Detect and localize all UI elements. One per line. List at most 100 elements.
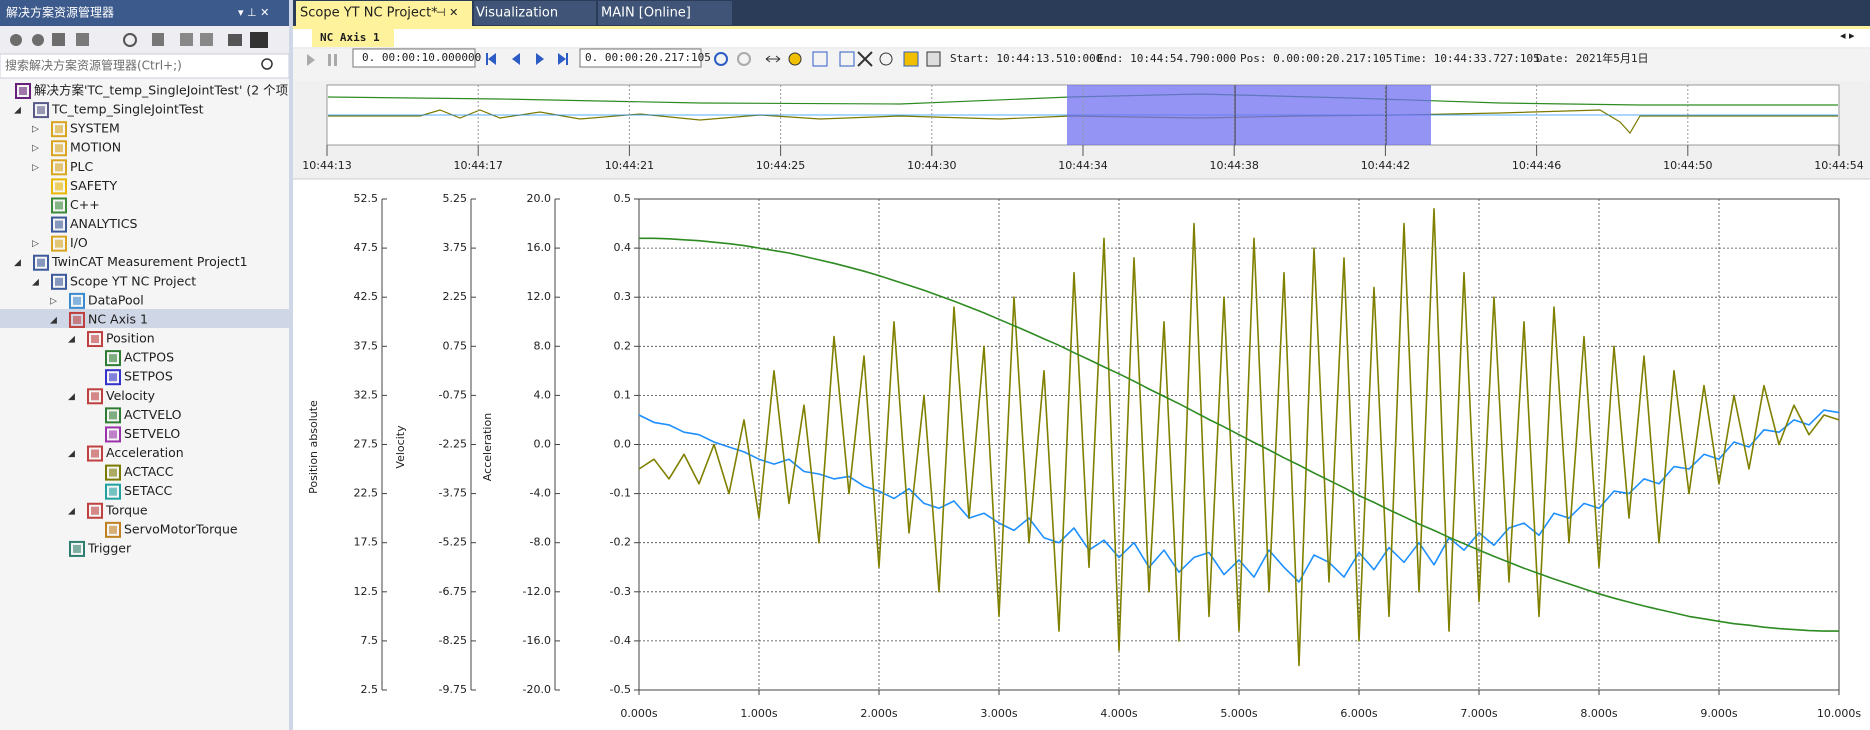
tree-item[interactable]: TC_temp_SingleJointTest: [51, 102, 204, 117]
tree-item[interactable]: Torque: [105, 502, 148, 517]
tree-item[interactable]: Scope YT NC Project: [70, 273, 196, 288]
tree-icon-fill: [109, 525, 117, 534]
tree-icon-fill: [19, 87, 27, 95]
tree-item[interactable]: ServoMotorTorque: [124, 521, 238, 536]
panel-buttons[interactable]: ▾ ⊥ ✕: [238, 6, 269, 19]
y-tick-label: 20.0: [527, 192, 552, 205]
y-tick-label: 32.5: [354, 388, 379, 401]
pos-time: Pos: 0.00:00:20.217:105: [1240, 52, 1392, 65]
y-tick-label: 27.5: [354, 438, 379, 451]
expand-arrow[interactable]: ◢: [68, 335, 75, 345]
tab[interactable]: [474, 1, 596, 25]
x-tick-label: 7.000s: [1460, 707, 1497, 720]
expand-arrow[interactable]: ◢: [68, 392, 75, 402]
tree-item[interactable]: PLC: [70, 159, 94, 174]
expand-arrow[interactable]: ◢: [68, 449, 75, 459]
tree-item[interactable]: Trigger: [87, 540, 132, 555]
tree-item[interactable]: ACTACC: [124, 464, 174, 479]
tree-item[interactable]: SETVELO: [124, 426, 180, 441]
tree-item[interactable]: SAFETY: [70, 178, 117, 193]
tree-icon: [51, 273, 67, 290]
explorer-toolbar-icons[interactable]: [10, 32, 268, 48]
tree-icon: [105, 369, 121, 386]
expand-arrow[interactable]: ◢: [14, 106, 21, 116]
tree-icon: [69, 311, 85, 328]
tab-active[interactable]: [296, 1, 472, 26]
expand-arrow[interactable]: ◢: [50, 315, 57, 325]
overview-label: 10:44:42: [1361, 159, 1410, 172]
y-tick-label: -0.5: [610, 683, 631, 696]
overview-selection[interactable]: [1067, 85, 1431, 145]
expand-arrow[interactable]: ▷: [32, 239, 39, 249]
tree-item[interactable]: ACTVELO: [124, 407, 182, 422]
y-tick-label: 42.5: [354, 290, 379, 303]
tree-item[interactable]: MOTION: [70, 140, 121, 155]
end-time: End: 10:44:54.790:000: [1097, 52, 1236, 65]
tree-icon: [51, 121, 67, 138]
search-box[interactable]: [0, 53, 290, 79]
expand-arrow[interactable]: ▷: [50, 296, 57, 306]
tree-icon: [51, 235, 67, 252]
tree-item[interactable]: ACTPOS: [124, 350, 174, 365]
y-tick-label: 12.0: [527, 290, 552, 303]
y-tick-label: -6.75: [439, 585, 467, 598]
tab-underline: [293, 26, 1870, 29]
tree-icon: [105, 483, 121, 500]
expand-arrow[interactable]: ▷: [32, 163, 39, 173]
tree: 解决方案'TC_temp_SingleJointTest' (2 个项目) ◢ TC…: [14, 83, 306, 557]
overview-label: 10:44:46: [1512, 159, 1561, 172]
tree-item[interactable]: Acceleration: [106, 445, 184, 460]
y-tick-label: -12.0: [523, 585, 551, 598]
expand-arrow[interactable]: ▷: [32, 144, 39, 154]
tree-icon: [87, 331, 103, 348]
expand-arrow[interactable]: ◢: [14, 258, 21, 268]
tool-icons[interactable]: [714, 51, 941, 67]
x-tick-label: 2.000s: [860, 707, 897, 720]
y-tick-label: 0.1: [614, 388, 632, 401]
tab-label: Scope YT NC Project*: [300, 6, 438, 21]
scroll-arrows[interactable]: ◂ ▸: [1840, 29, 1855, 42]
tree-item[interactable]: ANALYTICS: [70, 216, 137, 231]
subtab[interactable]: [312, 29, 394, 47]
tree-item[interactable]: Position: [106, 331, 155, 346]
expand-arrow[interactable]: ◢: [68, 506, 75, 516]
search-icon[interactable]: [261, 58, 273, 70]
tree-item[interactable]: C++: [70, 197, 100, 212]
tree-item[interactable]: DataPool: [88, 292, 144, 307]
playback-buttons[interactable]: [307, 54, 337, 66]
expand-arrow[interactable]: ▷: [32, 125, 39, 135]
series-line: [638, 409, 1840, 583]
y-tick-label: -0.75: [439, 388, 467, 401]
overview-label: 10:44:21: [605, 159, 654, 172]
tree-icon: [51, 178, 67, 195]
x-tick-label: 10.000s: [1817, 707, 1861, 720]
y-tick-label: 3.75: [443, 241, 468, 254]
tree-item[interactable]: SYSTEM: [70, 121, 120, 136]
tree-item[interactable]: SETPOS: [124, 369, 173, 384]
tree-icon-fill: [55, 163, 63, 172]
tree-item[interactable]: TwinCAT Measurement Project1: [51, 254, 248, 269]
tree-item[interactable]: NC Axis 1: [88, 311, 148, 326]
y-tick-label: 2.5: [361, 683, 379, 696]
tree-icon: [87, 388, 103, 405]
overview-label: 10:44:25: [756, 159, 805, 172]
tree-icon-fill: [55, 220, 63, 229]
tree-item[interactable]: I/O: [70, 235, 88, 250]
tab-buttons[interactable]: ⊣ ✕: [436, 6, 458, 19]
overview-label: 10:44:50: [1663, 159, 1712, 172]
span-box[interactable]: [352, 48, 476, 68]
tree-item[interactable]: 解决方案'TC_temp_SingleJointTest' (2 个项目): [34, 83, 306, 98]
position-box[interactable]: [579, 48, 702, 68]
tree-item[interactable]: Velocity: [106, 388, 156, 403]
axis-title: Velocity: [394, 425, 407, 469]
tree-icon: [105, 407, 121, 424]
subtab-label: NC Axis 1: [320, 31, 380, 44]
tree-item[interactable]: SETACC: [124, 483, 173, 498]
y-tick-label: 12.5: [354, 585, 379, 598]
expand-arrow[interactable]: ◢: [32, 277, 39, 287]
tab[interactable]: [598, 1, 732, 25]
nav-buttons[interactable]: [486, 53, 568, 65]
splitter: [289, 0, 293, 730]
y-tick-label: 2.25: [443, 290, 468, 303]
scope-toolbar: [293, 49, 1870, 81]
